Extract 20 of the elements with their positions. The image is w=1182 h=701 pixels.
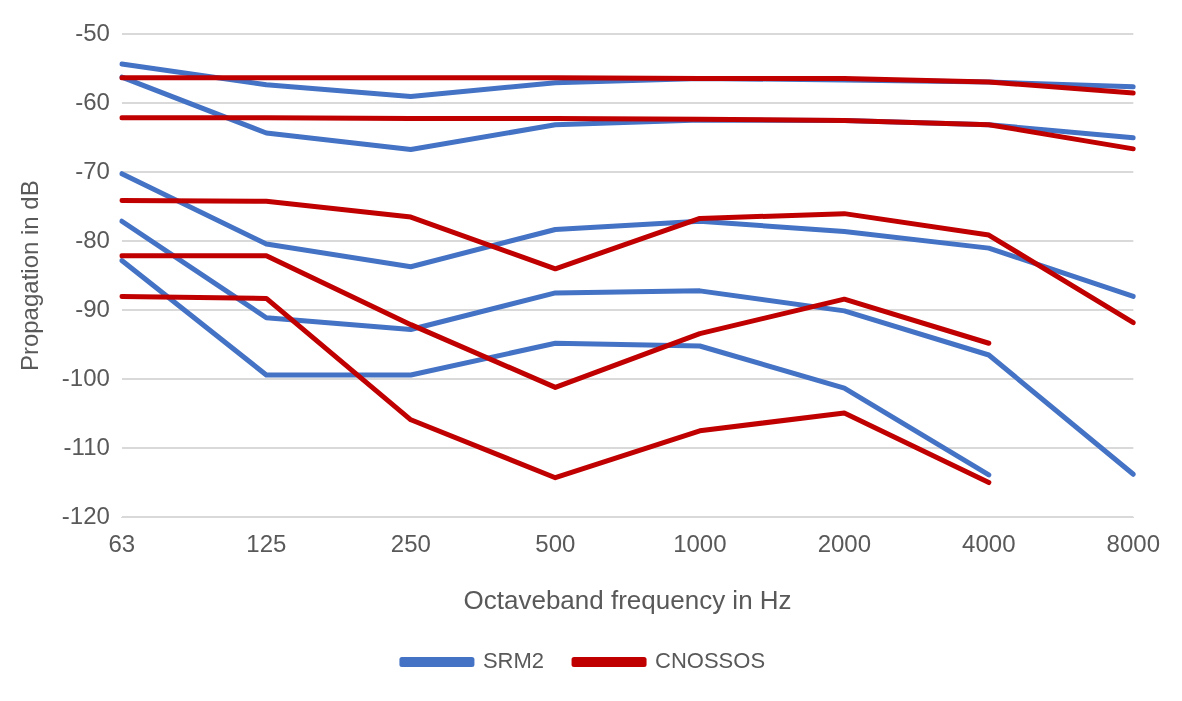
x-tick-label: 125 <box>246 530 287 558</box>
x-tick-label: 8000 <box>1106 530 1160 558</box>
y-tick-label: -70 <box>75 156 110 184</box>
y-axis-title: Propagation in dB <box>16 180 44 372</box>
x-tick-label: 500 <box>535 530 576 558</box>
y-tick-label: -50 <box>75 19 110 47</box>
y-tick-label: -60 <box>75 87 110 115</box>
y-tick-label: -80 <box>75 225 110 253</box>
x-tick-label: 63 <box>108 530 136 558</box>
y-tick-label: -100 <box>61 363 110 391</box>
x-axis-title: Octaveband frequency in Hz <box>463 584 792 615</box>
legend-label: SRM2 <box>482 648 545 674</box>
y-tick-label: -90 <box>75 294 110 322</box>
y-tick-label: -120 <box>61 501 110 529</box>
legend-label: CNOSSOS <box>655 648 766 674</box>
x-tick-label: 4000 <box>962 530 1016 558</box>
x-tick-label: 250 <box>390 530 431 558</box>
y-tick-label: -110 <box>63 432 110 460</box>
x-tick-label: 2000 <box>817 530 872 558</box>
x-tick-label: 1000 <box>673 530 727 558</box>
